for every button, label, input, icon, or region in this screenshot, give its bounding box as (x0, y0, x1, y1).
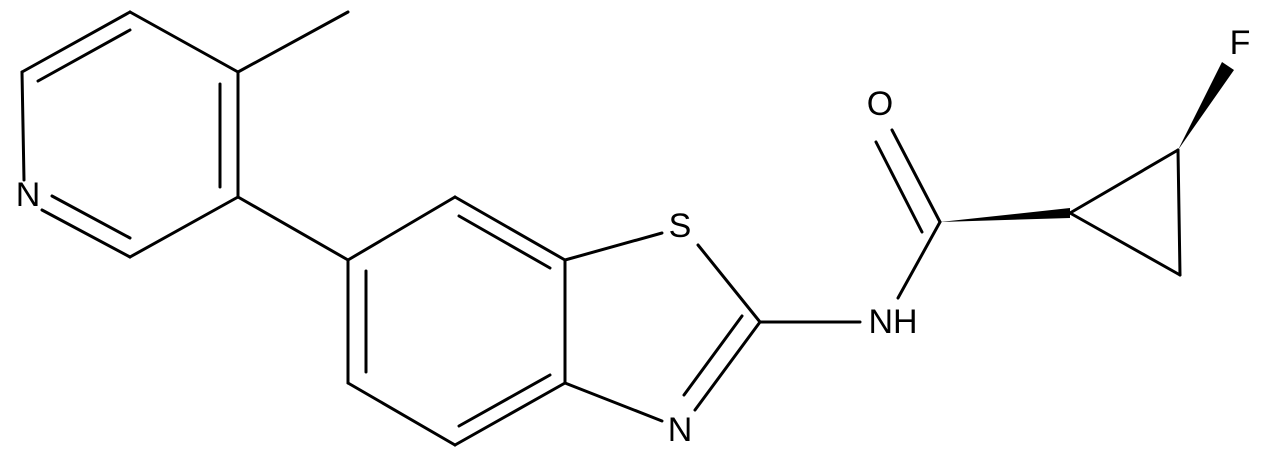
atom-label: F (1230, 24, 1251, 62)
bond (20, 10, 132, 74)
bond (563, 381, 664, 423)
wedge-bond (1178, 62, 1234, 150)
bond (453, 195, 567, 262)
bond (1068, 148, 1180, 215)
wedge-bond (940, 208, 1070, 222)
bond (128, 10, 240, 74)
bond (346, 195, 457, 262)
bond (20, 70, 26, 182)
bond (36, 28, 132, 83)
bond (682, 314, 744, 397)
bond (457, 214, 552, 270)
bond (236, 195, 350, 262)
bond (896, 220, 942, 300)
bond (696, 243, 762, 324)
bond (346, 381, 457, 447)
bond (457, 373, 552, 428)
bond (890, 128, 942, 224)
atom-label: NH (868, 303, 917, 341)
atom-label: N (668, 411, 693, 449)
bond (563, 231, 664, 262)
bond (236, 10, 350, 74)
bond (40, 208, 132, 259)
atom-label: N (16, 176, 41, 214)
bond (50, 194, 132, 240)
bond (1068, 211, 1182, 277)
bonds (20, 10, 1234, 447)
bond (128, 195, 240, 259)
bond (453, 381, 567, 447)
bond (874, 140, 924, 234)
bond (1176, 148, 1182, 277)
bond (693, 320, 762, 412)
atom-label: O (867, 85, 893, 123)
atom-label: S (669, 207, 692, 245)
